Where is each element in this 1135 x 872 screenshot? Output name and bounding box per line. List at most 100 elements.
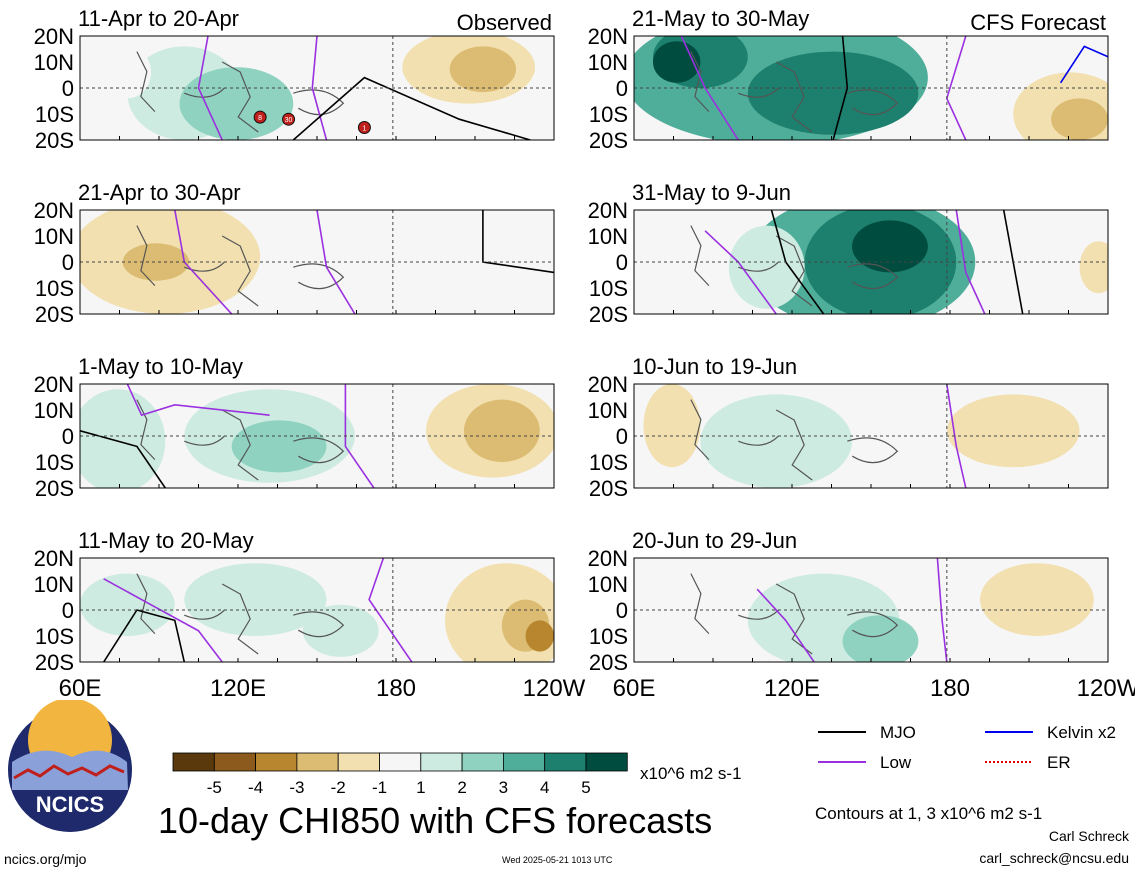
chi-anomaly-region xyxy=(700,394,853,488)
lon-tick-label: 60E xyxy=(613,675,656,700)
chi-anomaly-region xyxy=(293,241,389,294)
chi-anomaly-region xyxy=(980,563,1094,636)
colorbar-swatch xyxy=(255,752,298,772)
panel-date-label: 31-May to 9-Jun xyxy=(632,180,791,205)
chi-anomaly-region xyxy=(231,420,327,473)
colorbar-swatch xyxy=(172,752,215,772)
coastline xyxy=(136,51,345,133)
map-panel: 21-May to 30-May CFS Forecast 20N10N010S20… xyxy=(588,6,1109,153)
colorbar-label: 2 xyxy=(457,778,466,797)
chi-anomaly-region xyxy=(179,67,294,140)
chi-anomaly-region xyxy=(103,46,152,99)
lat-tick-label: 20N xyxy=(34,372,74,397)
logo-text: NCICS xyxy=(36,792,104,817)
panel-date-label: 1-May to 10-May xyxy=(78,354,243,379)
colorbar-label: 3 xyxy=(499,778,508,797)
lat-tick-label: 10S xyxy=(589,450,628,475)
colorbar-swatch xyxy=(420,752,463,772)
panel-fields xyxy=(80,384,554,488)
lon-tick-label: 180 xyxy=(930,675,970,700)
lat-tick-label: 20S xyxy=(589,650,628,675)
panel-fields xyxy=(643,384,1080,488)
colorbar-label: -3 xyxy=(289,778,304,797)
lat-tick-label: 0 xyxy=(62,250,74,275)
chi-anomaly-region xyxy=(463,399,540,462)
author-email: carl_schreck@ncsu.edu xyxy=(979,850,1129,866)
lat-tick-label: 20S xyxy=(35,476,74,501)
chi-anomaly-region xyxy=(80,573,175,636)
colorbar-label: 4 xyxy=(540,778,549,797)
panel-fields xyxy=(690,558,1094,662)
lat-tick-label: 20N xyxy=(34,24,74,49)
lat-tick-label: 20S xyxy=(589,476,628,501)
lat-tick-label: 10N xyxy=(588,398,628,423)
legend-line-label: Kelvin x2 xyxy=(1047,723,1116,742)
coastline xyxy=(690,225,899,307)
contour-line xyxy=(292,76,531,140)
lat-tick-label: 20S xyxy=(35,650,74,675)
chi-anomaly-region xyxy=(1079,241,1108,294)
chi-anomaly-region xyxy=(449,46,517,93)
lon-tick-label: 120E xyxy=(210,675,266,700)
chart-title-text: 10-day CHI850 with CFS forecasts xyxy=(158,800,713,841)
contour-line xyxy=(680,36,739,140)
coastline xyxy=(690,51,899,133)
panel-date-label: 21-Apr to 30-Apr xyxy=(78,180,241,205)
chi-anomaly-region xyxy=(852,220,928,273)
contour-line xyxy=(103,609,186,662)
chi-anomaly-region xyxy=(842,615,919,662)
colorbar-swatch xyxy=(296,752,339,772)
lat-tick-label: 10S xyxy=(589,102,628,127)
chart-title: 10-day CHI850 with CFS forecasts xyxy=(158,800,712,842)
chi-anomaly-region xyxy=(302,604,379,657)
storm-marker-label: 1 xyxy=(362,126,366,133)
lon-tick-label: 120E xyxy=(764,675,820,700)
panel-tag: CFS Forecast xyxy=(970,10,1106,35)
panel-date-label: 11-May to 20-May xyxy=(78,528,254,553)
panel-tag: Observed xyxy=(457,10,552,35)
lon-tick-label: 180 xyxy=(376,675,416,700)
lat-tick-label: 10N xyxy=(34,572,74,597)
colorbar-swatch xyxy=(544,752,587,772)
lat-tick-label: 20S xyxy=(35,302,74,327)
panel-fields xyxy=(80,558,554,662)
contours-note: Contours at 1, 3 x10^6 m2 s-1 xyxy=(815,804,1043,823)
lon-tick-label: 120W xyxy=(523,675,586,700)
lat-tick-label: 10N xyxy=(588,224,628,249)
colorbar-swatch xyxy=(379,752,422,772)
legend-line-label: Low xyxy=(880,753,912,772)
panel-date-label: 20-Jun to 29-Jun xyxy=(632,528,797,553)
storm-marker xyxy=(282,112,296,126)
panel-date-label: 10-Jun to 19-Jun xyxy=(632,354,797,379)
lat-tick-label: 10S xyxy=(35,624,74,649)
contour-line xyxy=(103,578,223,662)
panel-date-label: 11-Apr to 20-Apr xyxy=(78,6,239,31)
lat-tick-label: 20N xyxy=(34,198,74,223)
chi-anomaly-region xyxy=(728,225,805,309)
ncics-logo: NCICS xyxy=(8,700,132,832)
contour-line xyxy=(316,210,356,314)
author-name: Carl Schreck xyxy=(1048,828,1129,844)
lat-tick-label: 20N xyxy=(588,372,628,397)
chi-anomaly-region xyxy=(643,384,701,468)
lon-tick-label: 120W xyxy=(1077,675,1135,700)
storm-marker-label: 8 xyxy=(258,115,262,122)
legend-line-label: MJO xyxy=(880,723,916,742)
lat-tick-label: 10N xyxy=(34,398,74,423)
panel-date-label: 21-May to 30-May xyxy=(632,6,809,31)
colorbar-swatch xyxy=(337,752,380,772)
site-link[interactable]: ncics.org/mjo xyxy=(4,851,87,867)
contour-line xyxy=(126,384,270,417)
storm-marker xyxy=(357,121,371,135)
lat-tick-label: 20N xyxy=(588,24,628,49)
colorbar-label: -2 xyxy=(331,778,346,797)
lat-tick-label: 10N xyxy=(588,50,628,75)
contour-line xyxy=(946,384,967,488)
